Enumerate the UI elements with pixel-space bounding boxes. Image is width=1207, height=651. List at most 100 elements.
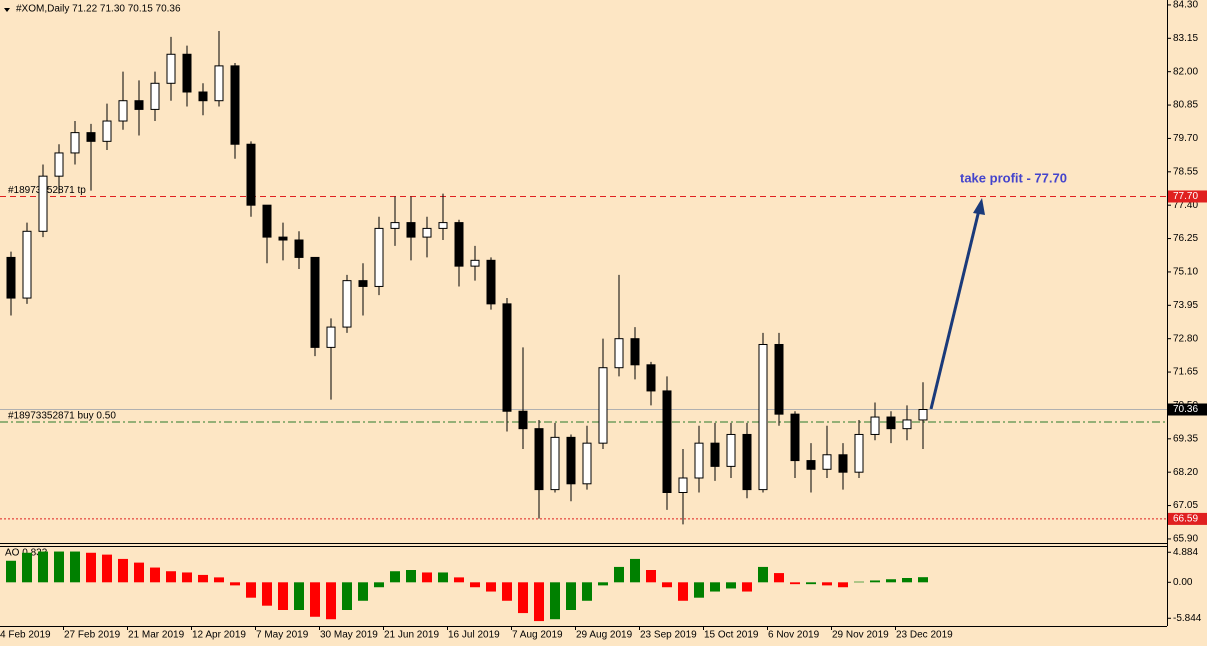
y-tick-label: 76.25 <box>1173 233 1198 244</box>
x-tick-label: 30 May 2019 <box>320 630 378 641</box>
x-tick-label: 7 May 2019 <box>256 630 309 641</box>
candle-body <box>230 65 240 145</box>
price-tag <box>1168 512 1207 525</box>
level-label: #18973352871 buy 0.50 <box>8 411 116 422</box>
candle-body <box>502 303 512 412</box>
candle-body <box>374 227 384 287</box>
candle-body <box>566 436 576 485</box>
candle-body <box>534 428 544 491</box>
ao-bar <box>630 558 640 583</box>
candle-body <box>662 390 672 494</box>
x-tick-label: 21 Mar 2019 <box>128 630 185 641</box>
x-tick-label: 23 Sep 2019 <box>640 630 697 641</box>
candle-body <box>454 222 464 267</box>
ao-bar <box>694 582 704 598</box>
candle-body <box>854 433 864 473</box>
candle-body <box>358 280 368 287</box>
candle-body <box>742 433 752 491</box>
candle-body <box>102 120 112 142</box>
candle-body <box>614 338 624 369</box>
ao-bar <box>262 582 272 606</box>
ao-bar <box>422 572 432 583</box>
y-tick-label: 68.20 <box>1173 467 1198 478</box>
x-tick-label: 6 Nov 2019 <box>768 630 820 641</box>
candle-body <box>6 256 16 299</box>
x-tick-label: 29 Nov 2019 <box>832 630 889 641</box>
candle-body <box>790 413 800 462</box>
ao-bar <box>790 582 800 585</box>
ao-bar <box>518 582 528 614</box>
ao-bar <box>358 582 368 601</box>
candle-body <box>214 65 224 102</box>
ao-bar <box>502 582 512 601</box>
y-tick-label: 84.30 <box>1173 0 1198 11</box>
ao-bar <box>854 581 864 583</box>
ao-bar <box>310 582 320 617</box>
candle-body <box>310 256 320 348</box>
ao-bar <box>886 579 896 583</box>
candle-body <box>886 416 896 430</box>
y-tick-label: 82.00 <box>1173 66 1198 77</box>
ao-bar <box>406 570 416 583</box>
x-tick-label: 4 Feb 2019 <box>0 630 51 641</box>
candle-body <box>294 239 304 258</box>
ao-bar <box>534 582 544 622</box>
ao-bar <box>38 551 48 583</box>
ao-bar <box>182 572 192 583</box>
menu-triangle[interactable] <box>4 8 10 12</box>
y-tick-label: 67.05 <box>1173 500 1198 511</box>
ao-bar <box>678 582 688 601</box>
candle-body <box>342 280 352 328</box>
ao-bar <box>438 572 448 583</box>
y-tick-label: 83.15 <box>1173 33 1198 44</box>
ao-bar <box>486 582 496 592</box>
y-tick-label: 71.65 <box>1173 367 1198 378</box>
candle-body <box>150 82 160 110</box>
x-tick-label: 29 Aug 2019 <box>576 630 633 641</box>
candle-body <box>262 204 272 238</box>
ao-bar <box>102 554 112 583</box>
candle-body <box>550 436 560 491</box>
y-tick-label: 72.80 <box>1173 333 1198 344</box>
candle-body <box>598 367 608 444</box>
y-tick-label: -5.844 <box>1173 613 1202 624</box>
candle-body <box>918 408 928 421</box>
ao-bar <box>54 551 64 583</box>
ao-bar <box>902 578 912 583</box>
ao-bar <box>70 551 80 583</box>
candle-body <box>694 442 704 479</box>
ao-bar <box>150 567 160 583</box>
annotation: take profit - 77.70 <box>960 170 1067 185</box>
candle-body <box>902 419 912 430</box>
price-tag <box>1168 190 1207 203</box>
candle-body <box>518 410 528 430</box>
ao-bar <box>806 582 816 585</box>
candle-body <box>166 53 176 84</box>
y-tick-label: 4.884 <box>1173 547 1198 558</box>
ao-bar <box>598 582 608 586</box>
ao-bar <box>6 560 16 583</box>
ao-bar <box>166 571 176 583</box>
arrow-head <box>973 198 985 215</box>
ao-bar <box>550 582 560 620</box>
ao-bar <box>614 566 624 583</box>
y-tick-label: 75.10 <box>1173 267 1198 278</box>
candle-body <box>822 454 832 470</box>
candle-body <box>726 433 736 467</box>
ao-bar <box>342 582 352 610</box>
y-tick-label: 77.40 <box>1173 200 1198 211</box>
ao-bar <box>742 582 752 592</box>
candle-body <box>182 53 192 93</box>
candle-body <box>134 100 144 110</box>
candle-body <box>70 132 80 154</box>
ao-bar <box>454 577 464 583</box>
ao-bar <box>198 574 208 583</box>
y-tick-label: 69.35 <box>1173 433 1198 444</box>
ao-bar <box>758 566 768 583</box>
candle-body <box>806 460 816 470</box>
x-tick-label: 12 Apr 2019 <box>192 630 246 641</box>
candle-body <box>406 222 416 238</box>
